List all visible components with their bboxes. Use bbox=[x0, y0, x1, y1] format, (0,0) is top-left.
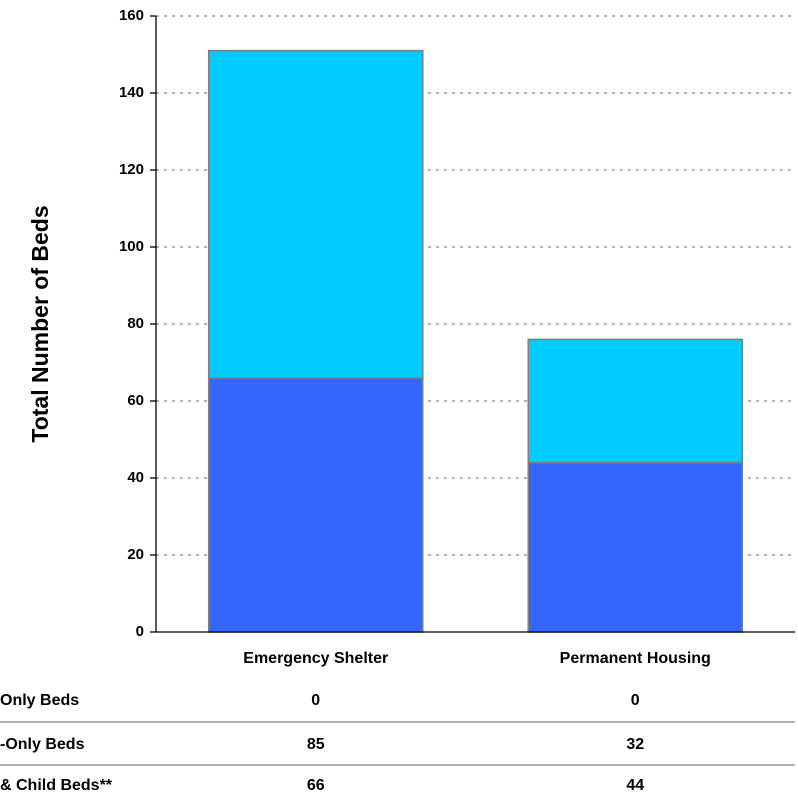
table-cell: 85 bbox=[307, 736, 325, 753]
bars bbox=[207, 49, 744, 633]
y-tick-labels: 0 20 40 60 80 100 120 140 160 bbox=[119, 7, 156, 640]
table-cell: 32 bbox=[626, 736, 644, 753]
y-tick-label: 60 bbox=[127, 392, 144, 409]
table-cell: 0 bbox=[631, 692, 640, 709]
bar-segment bbox=[207, 49, 424, 379]
x-category-label: Permanent Housing bbox=[560, 650, 711, 667]
y-tick-label: 120 bbox=[119, 161, 144, 178]
bar-segment bbox=[207, 377, 424, 633]
table-cell: 66 bbox=[307, 777, 325, 794]
y-tick-label: 40 bbox=[127, 469, 144, 486]
table-cell: 0 bbox=[311, 692, 320, 709]
bar-segment bbox=[527, 338, 744, 464]
x-category-label: Emergency Shelter bbox=[243, 650, 388, 667]
y-tick-label: 100 bbox=[119, 238, 144, 255]
y-axis-title: Total Number of Beds bbox=[27, 205, 53, 442]
x-category-labels: Emergency Shelter Permanent Housing bbox=[243, 650, 711, 667]
table-row-label: & Child Beds** bbox=[0, 777, 113, 794]
data-table: Only Beds 0 0 -Only Beds 85 32 & Child Beds** 6… bbox=[0, 692, 795, 794]
y-tick-label: 0 bbox=[136, 623, 144, 640]
y-tick-label: 80 bbox=[127, 315, 144, 332]
table-row-label: -Only Beds bbox=[0, 736, 85, 753]
y-tick-label: 140 bbox=[119, 84, 144, 101]
y-tick-label: 160 bbox=[119, 7, 144, 24]
table-row-label: Only Beds bbox=[0, 692, 79, 709]
y-tick-label: 20 bbox=[127, 546, 144, 563]
bar-segment bbox=[527, 461, 744, 633]
table-cell: 44 bbox=[626, 777, 644, 794]
